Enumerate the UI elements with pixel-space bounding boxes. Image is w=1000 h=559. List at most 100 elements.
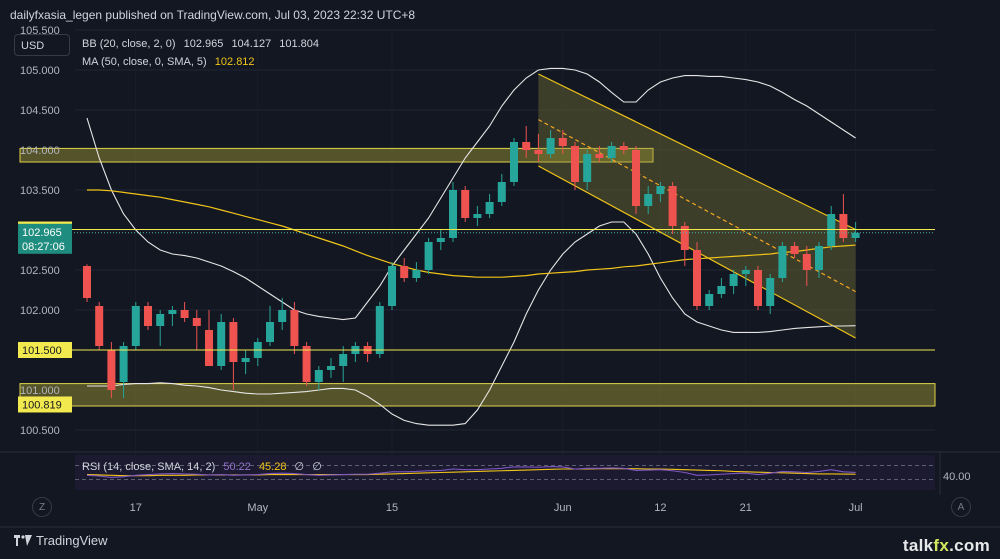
- rsi-legend-extra-1: ∅: [294, 461, 305, 473]
- candle-body: [449, 190, 457, 238]
- candle-body: [510, 142, 518, 182]
- candle-body: [534, 150, 543, 154]
- candle-body: [546, 138, 555, 154]
- candle-body: [656, 186, 665, 194]
- candle-body: [375, 306, 384, 354]
- support-zone: [19, 383, 936, 407]
- ma-legend[interactable]: MA (50, close, 0, SMA, 5) 102.812: [82, 56, 255, 68]
- tradingview-brand[interactable]: TradingView: [14, 533, 108, 549]
- support-lower-price-label: 100.819: [22, 399, 62, 411]
- moving-average: [87, 189, 856, 278]
- candle-body: [705, 294, 714, 306]
- zoom-button[interactable]: Z: [32, 497, 52, 517]
- price-tick-label: 105.000: [20, 65, 60, 77]
- rsi-line: [86, 465, 856, 478]
- candle-body: [790, 246, 799, 254]
- rsi-legend-sma: 45.28: [258, 461, 287, 473]
- candle-body: [717, 286, 726, 294]
- candle-body: [668, 186, 677, 226]
- current-price-tag: [18, 223, 72, 254]
- candle-body: [619, 146, 628, 150]
- candle-body: [412, 270, 421, 278]
- channel-upper-line: [538, 73, 856, 231]
- candle-body: [802, 254, 811, 270]
- candle-body: [156, 314, 165, 326]
- bollinger-upper-line: [86, 67, 856, 321]
- candle-body: [290, 310, 299, 346]
- time-tick-label: Jun: [554, 502, 572, 514]
- price-tick-label: 103.500: [20, 185, 60, 197]
- candle-body: [485, 202, 494, 214]
- bb-legend-lower: 101.804: [279, 38, 320, 50]
- candle-body: [388, 266, 396, 306]
- ma-legend-value: 102.812: [214, 56, 255, 68]
- candle-body: [424, 242, 433, 270]
- price-tick-label: 101.000: [20, 385, 60, 397]
- candle-body: [729, 274, 738, 286]
- bb-legend-label: BB (20, close, 2, 0): [82, 38, 176, 50]
- candle-body: [278, 310, 287, 322]
- resistance-zone: [19, 147, 654, 163]
- bb-legend[interactable]: BB (20, close, 2, 0) 102.965 104.127 101…: [82, 38, 319, 50]
- support-price-label: 101.500: [22, 345, 62, 357]
- candle-body: [741, 270, 750, 274]
- time-tick-label: Jul: [849, 502, 863, 514]
- tradingview-brand-text: TradingView: [36, 533, 108, 548]
- axes: 105.500105.000104.500104.000103.500103.0…: [0, 25, 1000, 528]
- candle-body: [131, 306, 140, 346]
- rsi-legend-label: RSI (14, close, SMA, 14, 2): [82, 461, 216, 473]
- rsi-pane: [75, 455, 935, 490]
- candle-body: [680, 226, 689, 250]
- candle-body: [266, 322, 274, 342]
- support-lower-price-label-bg: [18, 396, 72, 413]
- candle-body: [302, 346, 311, 382]
- price-tick-label: 104.500: [20, 105, 60, 117]
- candle-body: [339, 354, 348, 366]
- rsi-band: [75, 455, 935, 490]
- candle-body: [497, 182, 506, 202]
- candle-body: [217, 322, 226, 366]
- candle-body: [632, 150, 640, 206]
- candle-body: [571, 146, 579, 182]
- rsi-tick-label: 40.00: [943, 471, 971, 483]
- currency-selector[interactable]: USD: [14, 34, 70, 56]
- talkfx-watermark: talkfx.com: [902, 536, 990, 555]
- time-tick-label: 17: [130, 502, 142, 514]
- candle-body: [693, 250, 701, 306]
- horizontal-levels: [20, 229, 935, 351]
- candle-body: [168, 310, 177, 314]
- price-tick-label: 104.000: [20, 145, 60, 157]
- bb-legend-upper: 104.127: [231, 38, 272, 50]
- candle-body: [766, 278, 775, 306]
- time-tick-label: 15: [386, 502, 398, 514]
- rsi-legend[interactable]: RSI (14, close, SMA, 14, 2) 50.22 45.28 …: [82, 460, 322, 473]
- price-tick-label: 100.500: [20, 425, 60, 437]
- auto-scale-button[interactable]: A: [951, 497, 971, 517]
- candle-body: [754, 270, 762, 306]
- publisher-line: dailyfxasia_legen published on TradingVi…: [10, 8, 416, 22]
- price-zones: [19, 147, 936, 407]
- countdown-label: 08:27:06: [22, 241, 65, 253]
- bollinger-bands: [86, 67, 856, 426]
- candle-body: [83, 266, 91, 298]
- candle-body: [644, 194, 653, 206]
- candle-body: [400, 266, 409, 278]
- candle-body: [180, 310, 189, 318]
- price-tick-label: 102.000: [20, 305, 60, 317]
- support-price-label-bg: [18, 342, 72, 358]
- channel-fill: [538, 74, 856, 338]
- candle-body: [205, 330, 213, 366]
- bb-legend-basis: 102.965: [183, 38, 224, 50]
- candle-body: [461, 190, 470, 218]
- candle-body: [192, 318, 201, 326]
- time-tick-label: 12: [654, 502, 666, 514]
- candle-body: [522, 142, 531, 150]
- candle-body: [327, 366, 335, 370]
- candle-body: [815, 246, 823, 270]
- tradingview-logo-icon: [14, 534, 32, 549]
- candles: [83, 126, 860, 398]
- candle-body: [95, 306, 104, 346]
- candle-body: [119, 346, 128, 382]
